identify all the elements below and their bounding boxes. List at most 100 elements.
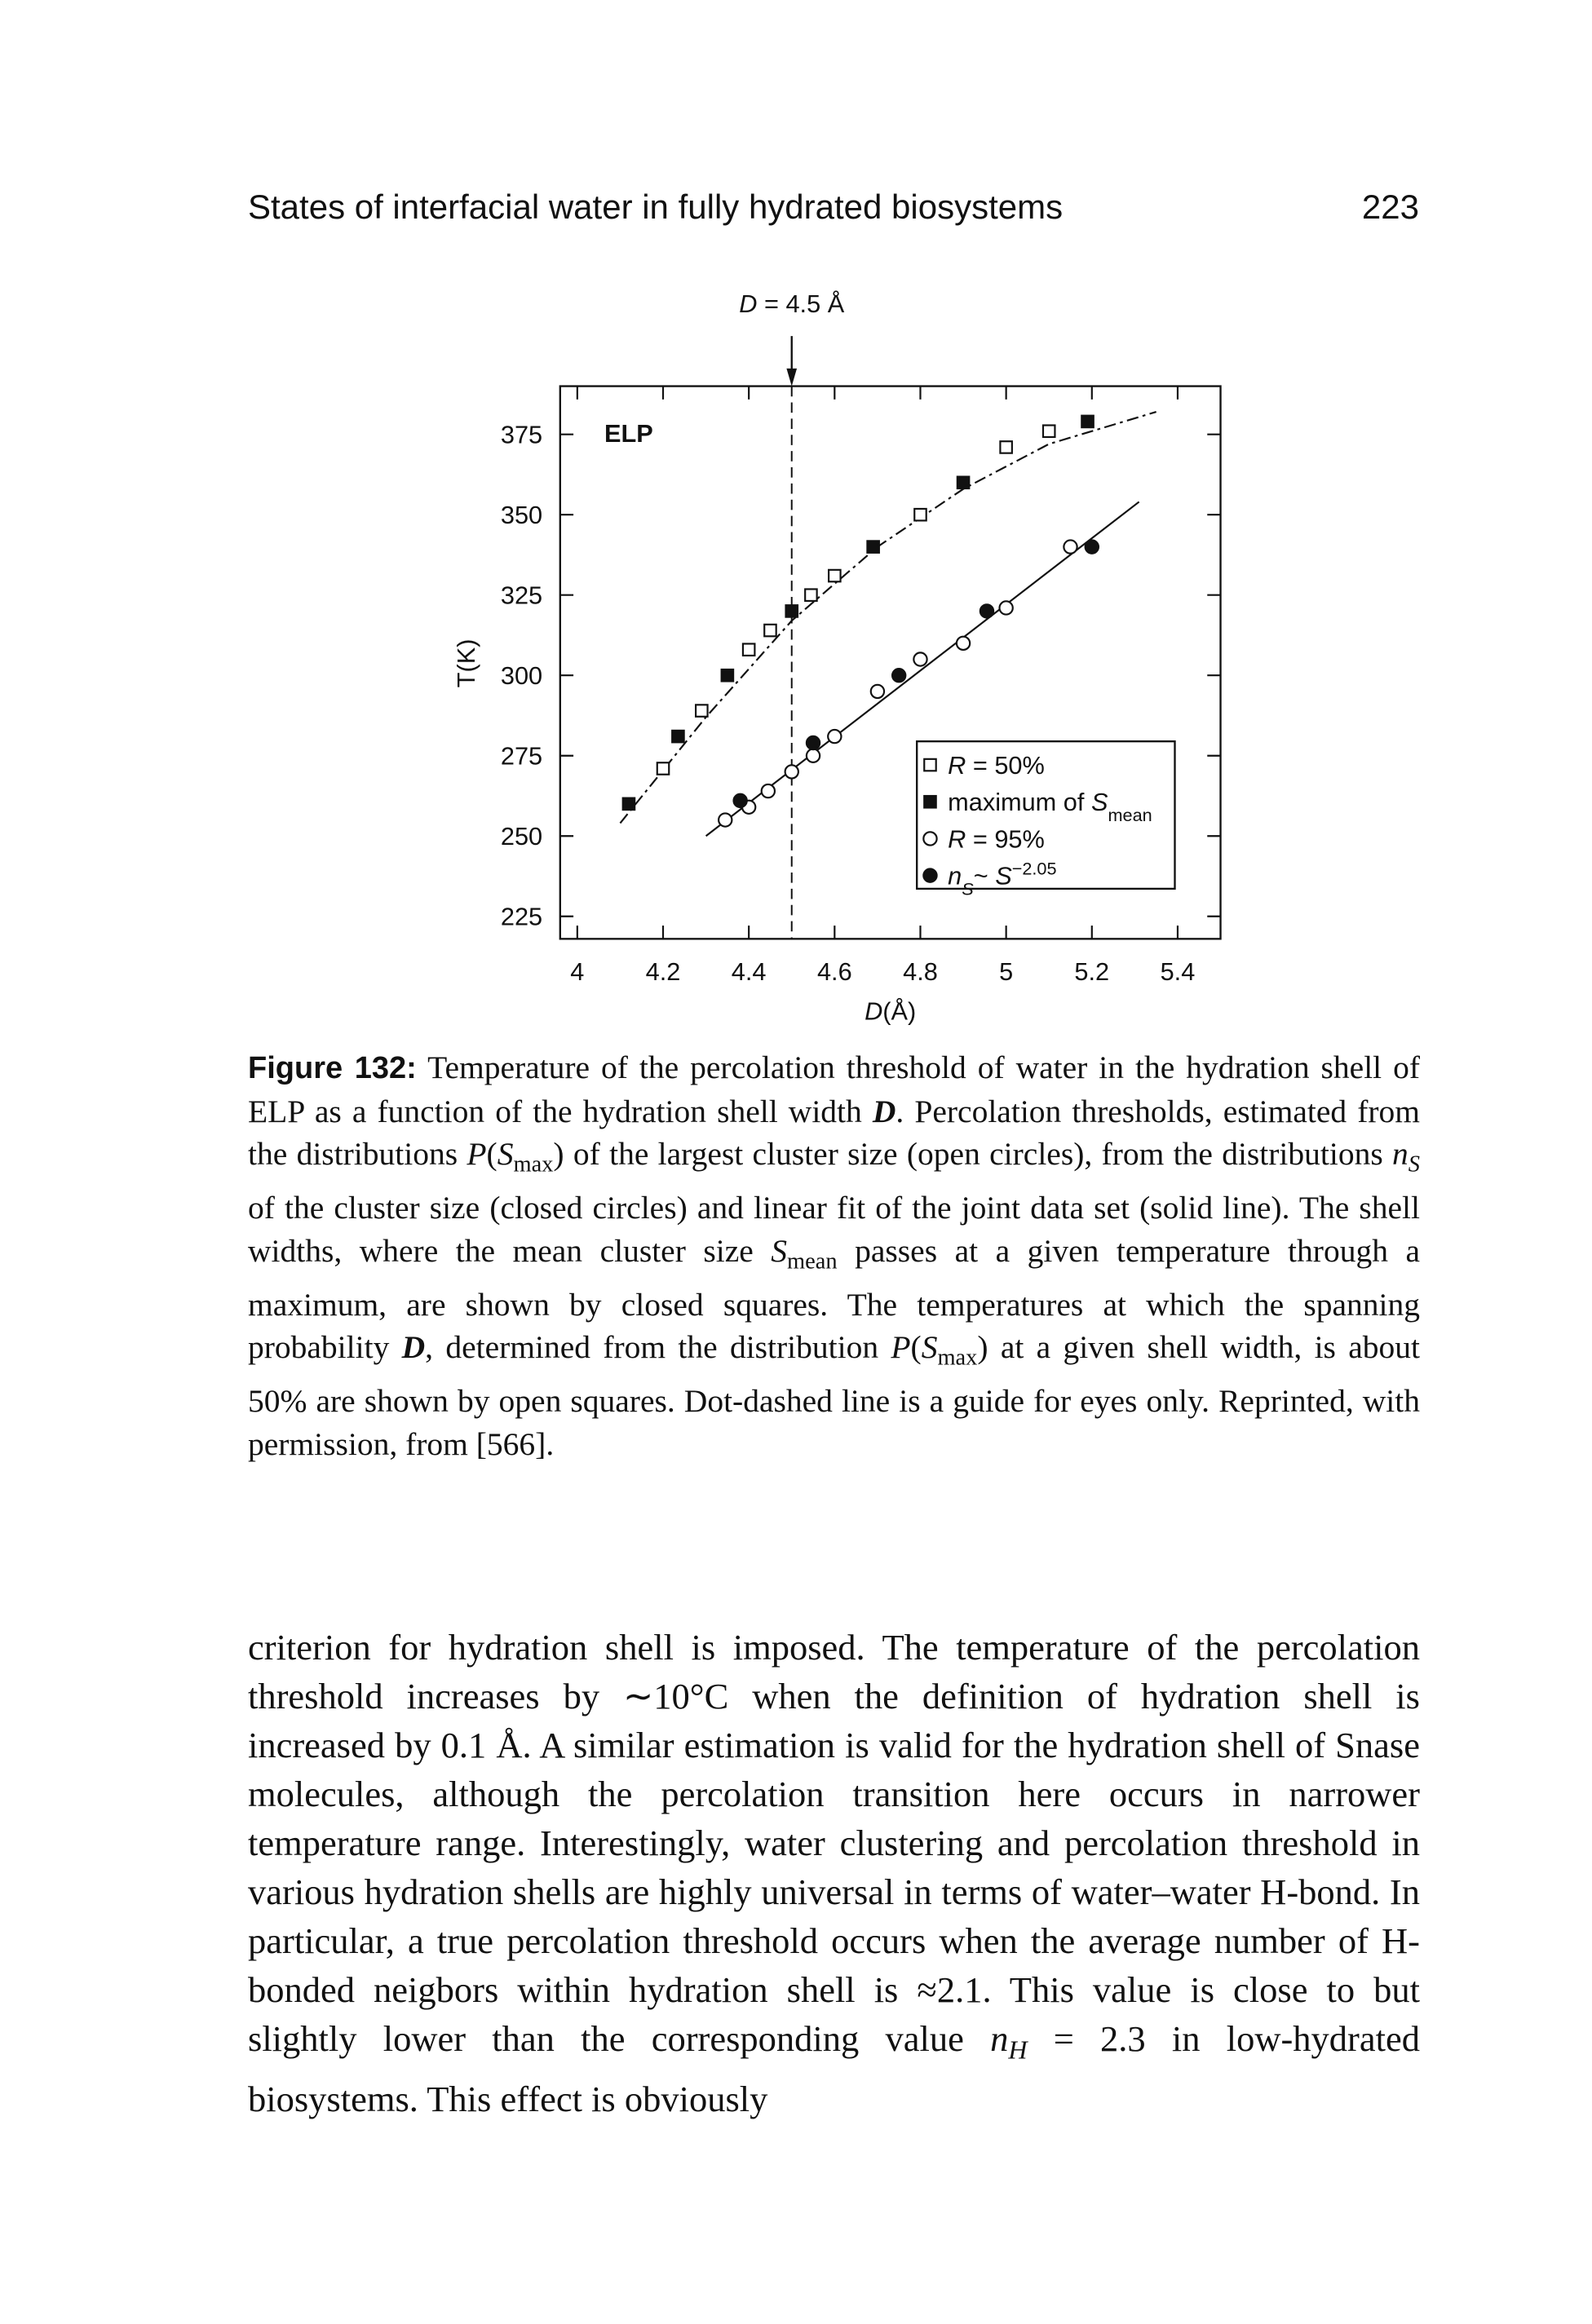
square-marker [695, 704, 709, 718]
arrow-head [786, 368, 798, 387]
text-run: ( [910, 1329, 922, 1366]
text-run: D [872, 1093, 896, 1129]
square-marker [999, 440, 1013, 454]
legend-label: R = 50% [948, 751, 1045, 780]
circle-marker [979, 603, 995, 619]
x-tick-label: 5 [999, 957, 1013, 986]
text-run: (Å) [882, 997, 916, 1026]
text-run: S [995, 861, 1012, 890]
text-run: D [865, 997, 882, 1026]
circle-marker [998, 600, 1014, 616]
square-marker [671, 729, 685, 744]
legend-label: R = 95% [948, 824, 1045, 853]
legend-label: maximum of Smean [948, 788, 1152, 825]
circle-marker [955, 635, 971, 652]
text-run: . Percolation thresholds, estimated from… [248, 1093, 1421, 1173]
text-run: ) of the largest cluster size (open circ… [553, 1136, 1393, 1172]
x-tick-label: 5.2 [1074, 957, 1109, 986]
legend-marker [922, 868, 938, 883]
circle-marker [760, 783, 776, 799]
text-run: = 50% [966, 751, 1045, 780]
text-run: S [921, 1329, 938, 1366]
circle-marker [869, 683, 886, 700]
x-tick-label: 4.4 [732, 957, 767, 986]
text-run: mean [1108, 805, 1152, 825]
text-run: n [1392, 1136, 1408, 1172]
square-marker [763, 623, 777, 638]
running-header: States of interfacial water in fully hyd… [248, 188, 1064, 226]
y-tick-label: 275 [501, 742, 542, 771]
text-run: mean [787, 1248, 838, 1275]
legend-marker [923, 758, 937, 772]
text-run: R [948, 751, 966, 780]
text-run: P [467, 1136, 487, 1172]
text-run: = 95% [966, 824, 1045, 853]
legend-box [916, 740, 1176, 890]
legend-marker [923, 794, 937, 809]
text-run: ~ [974, 861, 995, 890]
text-run: of the cluster size (closed circles) and… [248, 1190, 1420, 1269]
square-marker [866, 540, 880, 554]
text-run: D [401, 1329, 426, 1366]
x-tick-label: 4 [570, 957, 584, 986]
x-tick-label: 4.6 [817, 957, 852, 986]
square-marker [804, 588, 818, 603]
text-run: = 2.3 in low-hydrated biosystems. This e… [248, 2018, 1420, 2119]
legend-label: nS~ S−2.05 [948, 858, 1056, 899]
circle-marker [913, 652, 928, 667]
circle-marker [784, 764, 799, 780]
x-tick-label: 5.4 [1161, 957, 1196, 986]
y-tick-label: 375 [501, 421, 542, 449]
circle-marker [718, 812, 733, 828]
text-run: criterion for hydration shell is imposed… [248, 1627, 1420, 2059]
y-tick-label: 300 [501, 661, 542, 690]
square-marker [720, 668, 735, 683]
y-axis-label: T(K) [452, 639, 480, 688]
text-run: max [513, 1151, 554, 1177]
y-tick-label: 250 [501, 822, 542, 851]
plot-frame [559, 385, 1222, 940]
text-run: = 4.5 Å [757, 289, 844, 318]
x-tick-label: 4.2 [646, 957, 681, 986]
text-run: H [1008, 2035, 1028, 2065]
x-tick-label: 4.8 [903, 957, 938, 986]
circle-marker [732, 793, 748, 809]
circle-marker [1084, 539, 1100, 554]
figure-caption: Figure 132: Temperature of the percolati… [248, 1046, 1420, 1465]
text-run: , determined from the distribution [425, 1329, 891, 1366]
text-run: ) at a given shell width, is about 50% a… [248, 1329, 1420, 1462]
text-run: S [497, 1136, 514, 1172]
text-run: max [937, 1345, 978, 1371]
circle-marker [1063, 539, 1078, 554]
body-paragraph: criterion for hydration shell is imposed… [248, 1623, 1420, 2123]
text-run: maximum of [948, 788, 1091, 816]
text-run: ( [486, 1136, 498, 1172]
square-marker [741, 643, 756, 657]
circle-marker [805, 735, 821, 751]
text-run: n [990, 2018, 1009, 2059]
y-tick-label: 325 [501, 581, 542, 610]
square-marker [913, 507, 927, 522]
y-tick-label: 225 [501, 903, 542, 931]
circle-marker [891, 668, 907, 683]
text-run: D [739, 289, 757, 318]
text-run: P [891, 1329, 911, 1366]
text-run: Temperature of the percolation threshold… [248, 1049, 1421, 1129]
circle-marker [805, 748, 821, 763]
square-marker [656, 762, 670, 775]
caption-label: Figure 132: [248, 1051, 417, 1085]
text-run: S [1408, 1151, 1420, 1177]
text-run: S [962, 878, 974, 899]
square-marker [621, 797, 636, 811]
legend-marker [922, 831, 938, 846]
square-marker [828, 568, 842, 583]
square-marker [785, 604, 799, 618]
square-marker [1041, 424, 1056, 439]
circle-marker [827, 728, 842, 744]
annotation: D = 4.5 Å [739, 289, 844, 318]
text-run: n [948, 861, 962, 890]
text-run: S [1091, 788, 1108, 816]
